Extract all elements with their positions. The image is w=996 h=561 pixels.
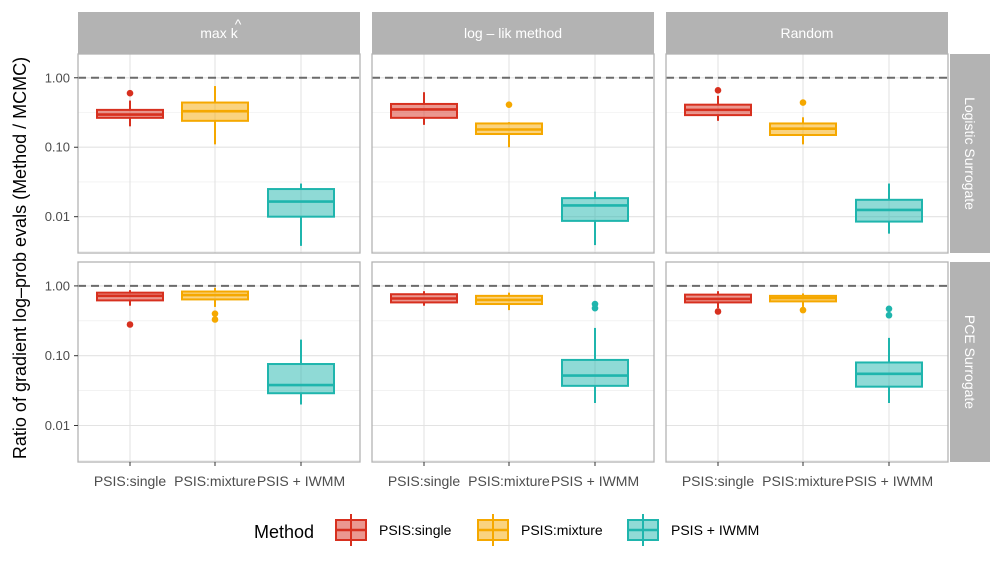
- strip-background: [950, 54, 990, 253]
- box-body: [267, 363, 335, 395]
- box-psis-iwmm: [267, 183, 335, 246]
- legend-title: Method: [254, 522, 314, 542]
- panel-background: [78, 54, 360, 253]
- x-axes-layer: PSIS:single PSIS:mixture PSIS + IWMM PSIS:s…: [94, 462, 933, 489]
- box-psis-mixture: [475, 292, 543, 311]
- box-psis-iwmm: [561, 300, 629, 404]
- outlier-point: [885, 311, 893, 319]
- outlier-point: [799, 306, 807, 314]
- box-psis-single: [96, 290, 164, 328]
- outlier-point: [885, 305, 893, 313]
- row-strip-label: Logistic Surrogate: [962, 97, 978, 210]
- outlier-point: [714, 308, 722, 315]
- outlier-point: [211, 310, 219, 317]
- box-psis-single: [390, 92, 458, 125]
- box-psis-single: [684, 87, 752, 121]
- legend-item-psis-iwmm: PSIS + IWMM: [627, 514, 759, 546]
- strip-label-hat: ^: [235, 16, 242, 32]
- strip-background: [372, 12, 654, 54]
- box-psis-iwmm: [561, 191, 629, 246]
- x-tick-label: PSIS + IWMM: [845, 473, 933, 489]
- panel-pce-loglik: [371, 261, 655, 463]
- legend: Method PSIS:single PSIS:mixture PSIS + IWM…: [254, 514, 759, 546]
- panel-logistic-random: [665, 53, 949, 254]
- y-axes-layer: 1.00 0.10 0.01 1.00 0.10 0.01: [45, 70, 78, 433]
- x-tick-label: PSIS + IWMM: [551, 473, 639, 489]
- panel-border: [77, 261, 361, 463]
- y-tick-label: 1.00: [45, 70, 70, 85]
- panel-background: [372, 54, 654, 253]
- box-body: [561, 197, 629, 222]
- strip-background: [78, 12, 360, 54]
- panel-logistic-loglik: [371, 53, 655, 254]
- outlier-point: [714, 87, 722, 94]
- box-psis-mixture: [181, 86, 249, 145]
- box-body: [561, 358, 629, 387]
- column-strip-label: log – lik method: [464, 25, 562, 41]
- column-strip-random: Random: [666, 12, 948, 54]
- box-psis-iwmm: [855, 305, 923, 404]
- row-strip-pce: PCE Surrogate: [950, 262, 990, 462]
- panel-background: [666, 54, 948, 253]
- strip-label-main: max: [200, 25, 226, 41]
- x-tick-label: PSIS:mixture: [468, 473, 550, 489]
- x-tick-label: PSIS:single: [388, 473, 461, 489]
- legend-label: PSIS:single: [379, 522, 452, 538]
- x-axis-maxk: PSIS:single PSIS:mixture PSIS + IWMM: [94, 462, 345, 489]
- legend-label: PSIS:mixture: [521, 522, 603, 538]
- box-psis-iwmm: [855, 183, 923, 234]
- box-psis-mixture: [769, 293, 837, 314]
- panel-logistic-maxk: [77, 53, 361, 254]
- y-axis-row-0: 1.00 0.10 0.01: [45, 70, 78, 224]
- column-strip-label: Random: [781, 25, 834, 41]
- strip-background: [666, 12, 948, 54]
- column-strip-loglik: log – lik method: [372, 12, 654, 54]
- outlier-point: [591, 304, 599, 312]
- x-tick-label: PSIS:single: [94, 473, 167, 489]
- outlier-point: [505, 101, 513, 108]
- x-tick-label: PSIS + IWMM: [257, 473, 345, 489]
- box-psis-iwmm: [267, 339, 335, 405]
- outlier-point: [211, 316, 219, 323]
- outlier-point: [126, 321, 134, 328]
- strip-background: [950, 262, 990, 462]
- strips-layer: max k^ log – lik method Random Logistic Surr…: [78, 12, 990, 462]
- x-tick-label: PSIS:mixture: [762, 473, 844, 489]
- y-axis-row-1: 1.00 0.10 0.01: [45, 278, 78, 433]
- legend-label: PSIS + IWMM: [671, 522, 759, 538]
- legend-item-psis-mixture: PSIS:mixture: [477, 514, 603, 546]
- x-tick-label: PSIS:mixture: [174, 473, 256, 489]
- column-strip-maxk: max k^: [78, 12, 360, 54]
- outlier-point: [126, 89, 134, 97]
- legend-item-psis-single: PSIS:single: [335, 514, 452, 546]
- box-psis-mixture: [769, 99, 837, 145]
- column-strip-label: max k: [200, 25, 238, 41]
- panel-border: [665, 261, 949, 463]
- box-body: [390, 102, 458, 119]
- panel-pce-random: [665, 261, 949, 463]
- strip-label-var: k: [231, 25, 239, 41]
- panel-pce-maxk: [77, 261, 361, 463]
- row-strip-label: PCE Surrogate: [962, 315, 978, 409]
- y-tick-label: 0.01: [45, 418, 70, 433]
- box-psis-mixture: [181, 287, 249, 323]
- box-psis-mixture: [475, 101, 543, 148]
- x-axis-random: PSIS:single PSIS:mixture PSIS + IWMM: [682, 462, 933, 489]
- y-tick-label: 0.10: [45, 348, 70, 363]
- y-axis-title: Ratio of gradient log–prob evals (Method…: [10, 57, 30, 459]
- x-tick-label: PSIS:single: [682, 473, 755, 489]
- box-psis-single: [390, 291, 458, 306]
- panels-layer: [77, 53, 949, 463]
- y-tick-label: 1.00: [45, 278, 70, 293]
- row-strip-logistic: Logistic Surrogate: [950, 54, 990, 253]
- x-axis-loglik: PSIS:single PSIS:mixture PSIS + IWMM: [388, 462, 639, 489]
- panel-border: [371, 261, 655, 463]
- box-psis-single: [96, 89, 164, 127]
- y-tick-label: 0.01: [45, 209, 70, 224]
- outlier-point: [799, 99, 807, 106]
- box-psis-single: [684, 291, 752, 315]
- y-tick-label: 0.10: [45, 140, 70, 155]
